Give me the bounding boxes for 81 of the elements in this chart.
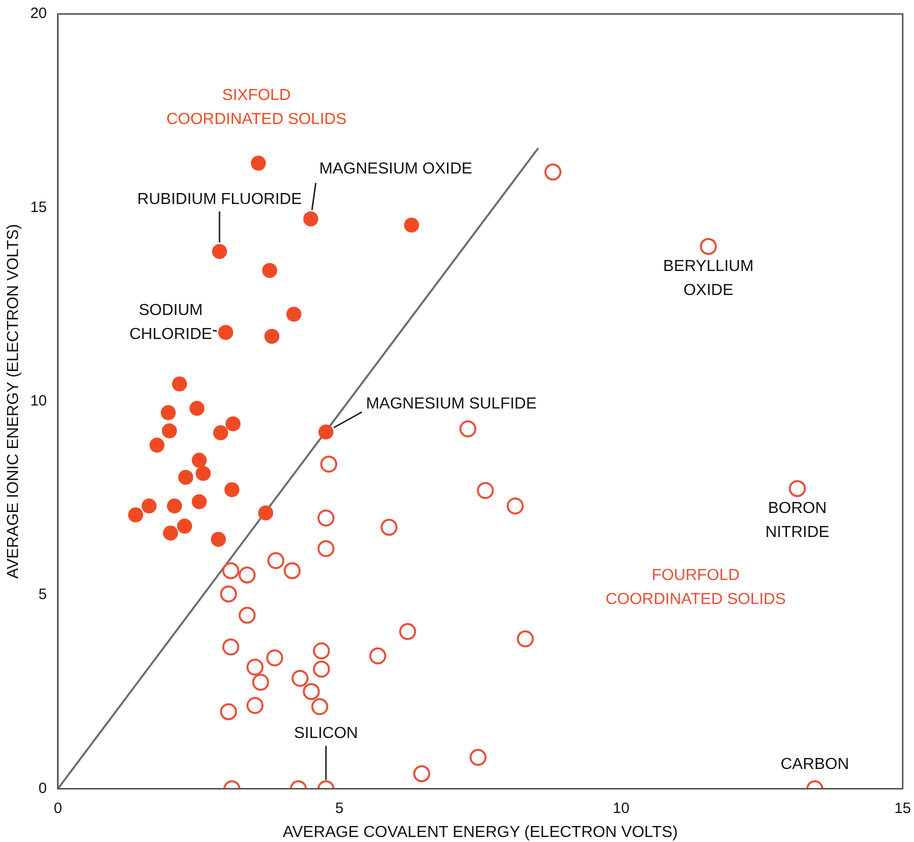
point xyxy=(258,505,274,520)
point xyxy=(317,510,334,527)
point xyxy=(459,420,476,438)
point xyxy=(516,630,534,648)
annotation: SODIUM CHLORIDE xyxy=(129,302,212,343)
point xyxy=(163,526,178,541)
point xyxy=(222,562,240,580)
point xyxy=(788,480,806,498)
point xyxy=(470,748,487,766)
point xyxy=(318,424,334,440)
point xyxy=(150,438,165,453)
point xyxy=(212,244,228,259)
y-axis-title: AVERAGE IONIC ENERGY (ELECTRON VOLTS) xyxy=(5,224,22,579)
point xyxy=(413,765,430,782)
point xyxy=(162,423,177,438)
annotation: MAGNESIUM OXIDE xyxy=(319,160,472,178)
point xyxy=(312,642,330,660)
point xyxy=(218,324,234,340)
point xyxy=(267,552,284,570)
point xyxy=(284,562,301,580)
text: FOURFOLD COORDINATED SOLIDS xyxy=(606,567,786,608)
point xyxy=(192,452,207,468)
x-tick-label: 5 xyxy=(335,800,344,817)
point xyxy=(320,456,338,473)
point xyxy=(246,658,264,676)
point xyxy=(178,470,194,485)
point xyxy=(160,405,176,420)
point xyxy=(210,532,226,547)
point xyxy=(303,211,318,226)
point xyxy=(222,638,240,656)
point xyxy=(262,262,278,278)
y-tick-label: 15 xyxy=(30,198,47,216)
point xyxy=(238,566,256,584)
point xyxy=(192,494,207,510)
x-tick-label: 15 xyxy=(894,800,911,817)
point xyxy=(380,518,398,536)
annotation: MAGNESIUM SULFIDE xyxy=(366,395,537,412)
point xyxy=(399,623,416,640)
point xyxy=(177,518,192,534)
x-tick-label: 10 xyxy=(612,800,630,817)
point xyxy=(264,328,280,344)
point xyxy=(317,540,334,558)
point xyxy=(220,585,238,602)
annotation: RUBIDIUM FLUORIDE xyxy=(137,190,302,208)
point xyxy=(302,683,320,700)
point xyxy=(238,606,256,624)
point xyxy=(250,156,266,171)
point xyxy=(700,238,717,255)
point xyxy=(246,697,264,714)
point xyxy=(142,498,157,514)
y-tick-label: 5 xyxy=(38,586,47,604)
point xyxy=(196,466,211,481)
y-tick-label: 10 xyxy=(30,392,47,410)
x-tick-label: 0 xyxy=(54,800,62,817)
point xyxy=(189,400,204,416)
point xyxy=(292,670,309,687)
point xyxy=(544,164,562,181)
point xyxy=(172,376,188,392)
point xyxy=(404,218,420,233)
point xyxy=(213,425,228,440)
point xyxy=(252,674,270,691)
y-tick-label: 0 xyxy=(38,780,47,797)
point xyxy=(128,507,144,522)
point xyxy=(266,649,284,666)
y-tick-label: 20 xyxy=(30,5,47,22)
text: SIXFOLD COORDINATED SOLIDS xyxy=(166,86,346,128)
point xyxy=(166,498,182,514)
point xyxy=(311,698,328,716)
point xyxy=(312,660,330,678)
point xyxy=(506,498,524,514)
point xyxy=(369,647,386,664)
point xyxy=(476,482,494,499)
annotation: BERYLLIUM OXIDE xyxy=(663,258,754,299)
x-axis-title: AVERAGE COVALENT ENERGY (ELECTRON VOLTS) xyxy=(282,824,678,841)
point xyxy=(226,416,241,432)
annotation: SILICON xyxy=(294,725,358,742)
annotation: CARBON xyxy=(780,756,850,774)
point xyxy=(224,482,240,498)
point xyxy=(220,703,238,720)
point xyxy=(286,306,302,322)
annotation: BORON NITRIDE xyxy=(765,500,830,541)
